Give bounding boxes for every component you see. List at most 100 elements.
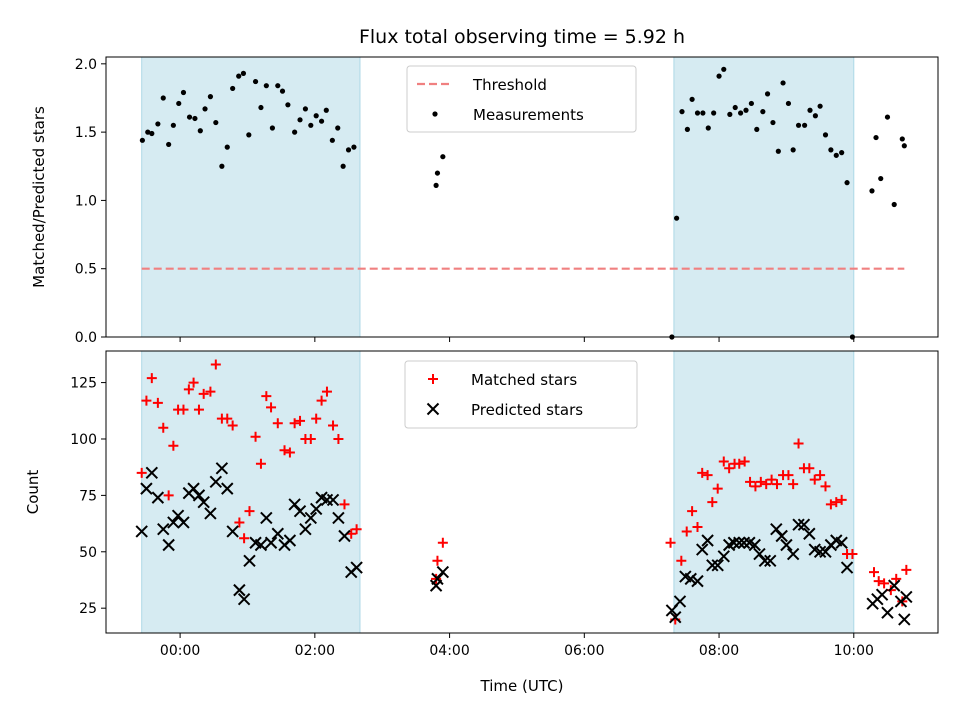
data-point xyxy=(152,397,163,408)
shaded-interval-1 xyxy=(673,350,855,634)
data-point xyxy=(681,526,692,537)
data-point xyxy=(236,73,242,79)
series-measurements xyxy=(139,66,907,340)
data-point xyxy=(230,85,236,92)
data-point xyxy=(775,148,781,154)
data-point xyxy=(748,538,761,552)
data-point xyxy=(835,536,848,549)
x-tick-label: 06:00 xyxy=(564,643,604,659)
data-point xyxy=(260,511,273,525)
data-point xyxy=(252,78,259,85)
data-point xyxy=(743,107,749,113)
data-point xyxy=(255,458,266,469)
y-axis-label-count: Count xyxy=(24,470,42,515)
data-point xyxy=(351,524,362,535)
data-point xyxy=(687,506,698,517)
data-point xyxy=(237,592,251,606)
data-point xyxy=(284,447,295,458)
legend-handle xyxy=(428,374,438,384)
legend-label: Measurements xyxy=(473,106,584,124)
data-point xyxy=(333,433,344,444)
data-point xyxy=(803,527,816,540)
data-point xyxy=(900,590,913,604)
data-point xyxy=(227,420,238,431)
data-point xyxy=(684,126,690,132)
data-point xyxy=(705,125,711,131)
data-point xyxy=(674,215,680,221)
legend-frame xyxy=(404,360,638,429)
data-point xyxy=(901,564,912,575)
data-point xyxy=(825,499,836,510)
data-point xyxy=(775,529,788,543)
data-point xyxy=(305,433,316,444)
data-point xyxy=(321,386,332,397)
data-point xyxy=(780,538,793,552)
data-point xyxy=(283,534,297,547)
data-point xyxy=(712,483,723,494)
data-point xyxy=(734,458,745,469)
data-point xyxy=(226,525,239,538)
data-point xyxy=(692,521,703,532)
data-point xyxy=(761,479,772,490)
panel-counts: 25 50 75 100 125 00:00 02:00 04:00 06:00 08:00 10:… xyxy=(70,350,939,659)
data-point xyxy=(149,130,155,137)
data-point xyxy=(813,545,827,558)
data-point xyxy=(254,538,268,552)
data-point xyxy=(279,88,286,94)
data-point xyxy=(285,102,291,108)
data-point xyxy=(224,144,230,150)
data-point xyxy=(440,154,446,160)
data-point xyxy=(186,114,193,120)
data-point xyxy=(180,89,187,96)
data-point xyxy=(899,136,905,142)
data-point xyxy=(822,132,829,138)
data-point xyxy=(204,507,217,520)
data-point xyxy=(700,110,706,116)
data-point xyxy=(158,422,169,433)
y-tick-label: 100 xyxy=(70,432,97,448)
data-point xyxy=(727,536,741,549)
data-point xyxy=(809,474,820,485)
data-point xyxy=(139,137,145,143)
data-point xyxy=(758,554,772,568)
y-tick-label: 1.0 xyxy=(75,193,97,209)
data-point xyxy=(292,129,298,135)
data-point xyxy=(433,182,439,188)
data-point xyxy=(167,516,180,529)
data-point xyxy=(207,94,214,100)
data-point xyxy=(332,511,345,525)
data-point xyxy=(246,132,252,138)
data-point xyxy=(183,384,194,395)
data-point xyxy=(891,201,897,208)
data-point xyxy=(760,109,766,115)
data-point xyxy=(831,497,842,508)
data-point xyxy=(313,113,319,119)
data-point xyxy=(244,506,255,517)
data-point xyxy=(797,518,811,531)
y-tick-label: 2.0 xyxy=(75,57,97,73)
data-point xyxy=(879,578,890,589)
data-point xyxy=(718,456,729,467)
data-point xyxy=(219,163,225,169)
data-point xyxy=(170,122,176,128)
data-point xyxy=(275,83,281,89)
data-point xyxy=(724,463,735,474)
data-point xyxy=(770,119,776,126)
data-point xyxy=(311,413,322,424)
data-point xyxy=(780,80,786,86)
data-point xyxy=(329,137,335,143)
data-point xyxy=(817,103,823,109)
data-point xyxy=(436,565,450,579)
data-point xyxy=(785,100,792,107)
data-point xyxy=(844,180,850,186)
data-point xyxy=(869,567,879,578)
data-point xyxy=(869,188,875,194)
data-point xyxy=(684,572,697,586)
data-point xyxy=(878,175,884,182)
data-point xyxy=(205,386,216,397)
data-point xyxy=(701,534,714,547)
data-point xyxy=(696,543,709,556)
data-point xyxy=(239,533,250,544)
data-point xyxy=(323,107,329,113)
